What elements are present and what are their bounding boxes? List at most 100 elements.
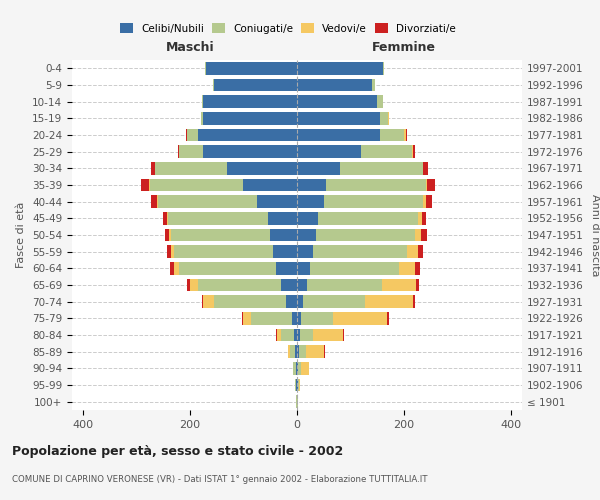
Bar [163, 212, 167, 224]
Bar [313, 246, 407, 258]
Bar [257, 196, 297, 208]
Bar [299, 346, 305, 358]
Bar [297, 279, 307, 291]
Bar [387, 312, 389, 324]
Bar [174, 246, 273, 258]
Bar [296, 362, 297, 374]
Bar [227, 162, 297, 174]
Bar [295, 329, 297, 341]
Bar [149, 179, 244, 191]
Bar [214, 78, 297, 91]
Bar [424, 162, 428, 174]
Bar [251, 312, 292, 324]
Bar [418, 246, 423, 258]
Bar [295, 379, 296, 391]
Bar [297, 78, 372, 91]
Bar [310, 262, 399, 274]
Bar [425, 179, 427, 191]
Y-axis label: Fasce di età: Fasce di età [16, 202, 26, 268]
Bar [343, 329, 344, 341]
Bar [412, 146, 413, 158]
Bar [179, 262, 275, 274]
Bar [297, 146, 361, 158]
Bar [141, 179, 149, 191]
Bar [297, 362, 298, 374]
Legend: Celibi/Nubili, Coniugati/e, Vedovi/e, Divorziati/e: Celibi/Nubili, Coniugati/e, Vedovi/e, Di… [117, 20, 459, 36]
Bar [416, 279, 419, 291]
Bar [174, 262, 179, 274]
Bar [382, 279, 416, 291]
Bar [295, 346, 297, 358]
Bar [365, 296, 413, 308]
Bar [297, 162, 340, 174]
Bar [167, 212, 169, 224]
Bar [297, 128, 380, 141]
Bar [304, 296, 365, 308]
Bar [415, 262, 420, 274]
Bar [313, 329, 343, 341]
Bar [277, 329, 281, 341]
Bar [273, 246, 297, 258]
Bar [187, 128, 198, 141]
Bar [206, 62, 297, 74]
Bar [289, 346, 290, 358]
Bar [406, 128, 407, 141]
Bar [203, 112, 297, 124]
Bar [165, 229, 169, 241]
Text: Femmine: Femmine [372, 41, 436, 54]
Bar [413, 146, 415, 158]
Bar [268, 212, 297, 224]
Bar [334, 312, 387, 324]
Bar [155, 162, 227, 174]
Bar [297, 96, 377, 108]
Bar [399, 262, 415, 274]
Bar [297, 196, 324, 208]
Bar [200, 112, 203, 124]
Bar [415, 229, 421, 241]
Bar [198, 128, 297, 141]
Bar [293, 362, 296, 374]
Bar [202, 296, 203, 308]
Bar [377, 96, 383, 108]
Bar [297, 329, 299, 341]
Bar [297, 212, 319, 224]
Bar [202, 96, 203, 108]
Bar [298, 362, 301, 374]
Bar [404, 128, 406, 141]
Bar [281, 279, 297, 291]
Bar [324, 196, 423, 208]
Bar [169, 212, 268, 224]
Bar [275, 262, 297, 274]
Bar [203, 96, 297, 108]
Bar [418, 212, 422, 224]
Bar [151, 162, 155, 174]
Bar [297, 179, 326, 191]
Bar [190, 279, 198, 291]
Bar [299, 329, 313, 341]
Bar [305, 346, 325, 358]
Bar [297, 112, 380, 124]
Bar [316, 229, 415, 241]
Bar [297, 346, 299, 358]
Bar [297, 62, 383, 74]
Bar [281, 329, 295, 341]
Bar [380, 112, 388, 124]
Bar [319, 212, 418, 224]
Bar [301, 312, 334, 324]
Bar [297, 246, 313, 258]
Bar [179, 146, 203, 158]
Bar [297, 296, 304, 308]
Bar [297, 262, 310, 274]
Bar [203, 296, 214, 308]
Bar [171, 229, 270, 241]
Bar [167, 246, 171, 258]
Bar [242, 312, 244, 324]
Bar [340, 162, 423, 174]
Bar [423, 196, 425, 208]
Bar [326, 179, 425, 191]
Bar [422, 212, 426, 224]
Bar [383, 62, 384, 74]
Text: Popolazione per età, sesso e stato civile - 2002: Popolazione per età, sesso e stato civil… [12, 445, 343, 458]
Bar [158, 196, 257, 208]
Bar [297, 312, 301, 324]
